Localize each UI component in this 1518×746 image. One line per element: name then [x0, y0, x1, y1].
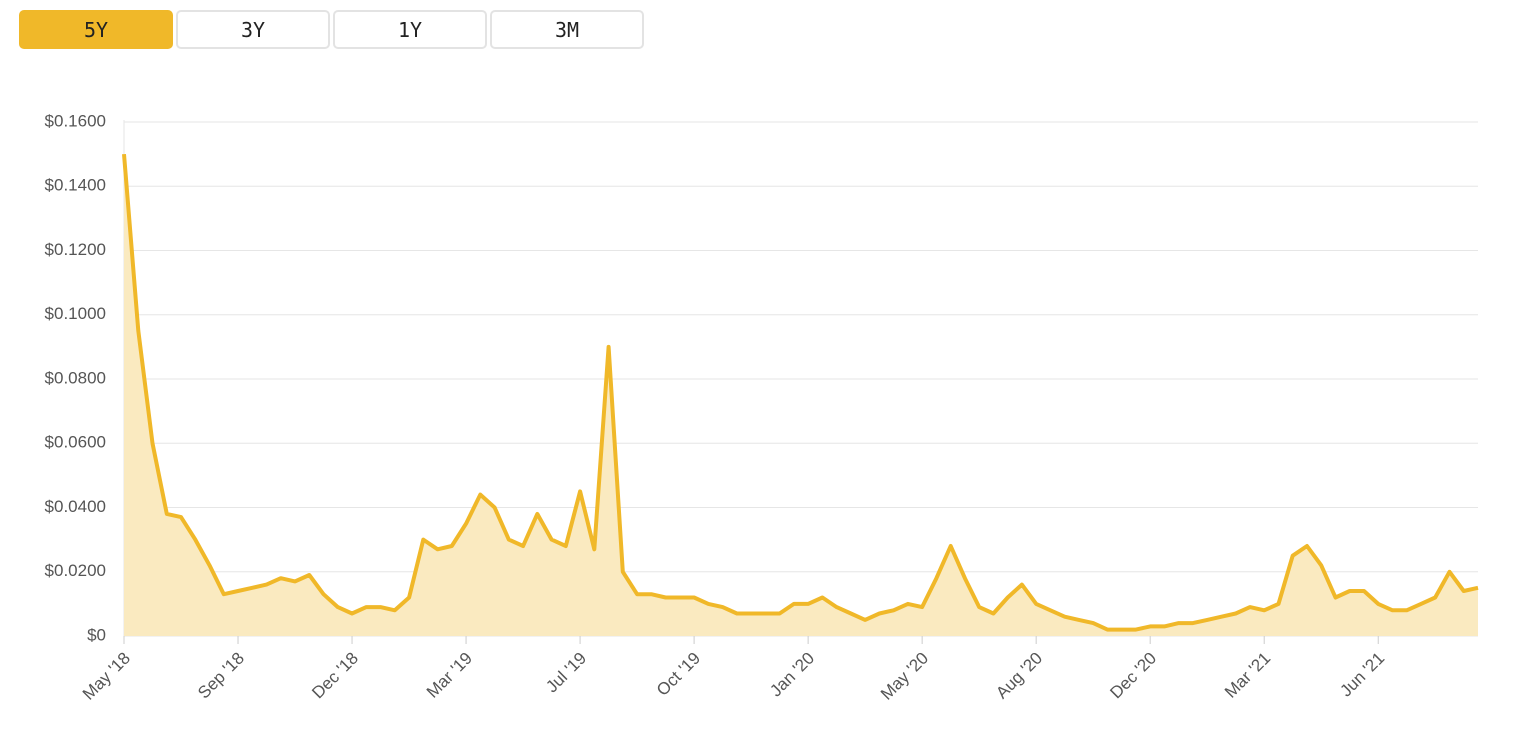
- price-line: [122, 153, 1479, 632]
- x-tick-label: Aug '20: [992, 649, 1046, 703]
- range-button[interactable]: 3Y: [176, 10, 330, 49]
- range-button[interactable]: 1Y: [333, 10, 487, 49]
- range-buttons: 5Y 3Y 1Y 3M: [19, 10, 644, 49]
- range-button[interactable]: 5Y: [19, 10, 173, 49]
- x-tick-label: Oct '19: [653, 649, 704, 700]
- x-tick-label: May '20: [877, 649, 932, 704]
- x-tick-label: Jan '20: [766, 649, 818, 701]
- x-tick-label: Mar '21: [1221, 649, 1274, 702]
- x-tick-label: Jul '19: [542, 649, 590, 697]
- x-tick-label: Dec '20: [1106, 649, 1160, 703]
- y-tick-label: $0.0800: [45, 368, 106, 387]
- y-tick-label: $0.0400: [45, 497, 106, 516]
- y-tick-label: $0.1200: [45, 240, 106, 259]
- area-fill: [124, 154, 1478, 636]
- x-tick-label: Sep '18: [194, 649, 248, 703]
- y-tick-label: $0.1400: [45, 176, 106, 195]
- range-button[interactable]: 3M: [490, 10, 644, 49]
- x-tick-label: Mar '19: [423, 649, 476, 702]
- y-tick-label: $0.1000: [45, 304, 106, 323]
- y-tick-label: $0.0200: [45, 561, 106, 580]
- y-tick-label: $0.0600: [45, 433, 106, 452]
- y-tick-label: $0.1600: [45, 111, 106, 130]
- x-tick-label: Dec '18: [308, 649, 362, 703]
- y-tick-label: $0: [87, 625, 106, 644]
- x-tick-label: May '18: [79, 649, 134, 704]
- x-tick-label: Jun '21: [1336, 649, 1388, 701]
